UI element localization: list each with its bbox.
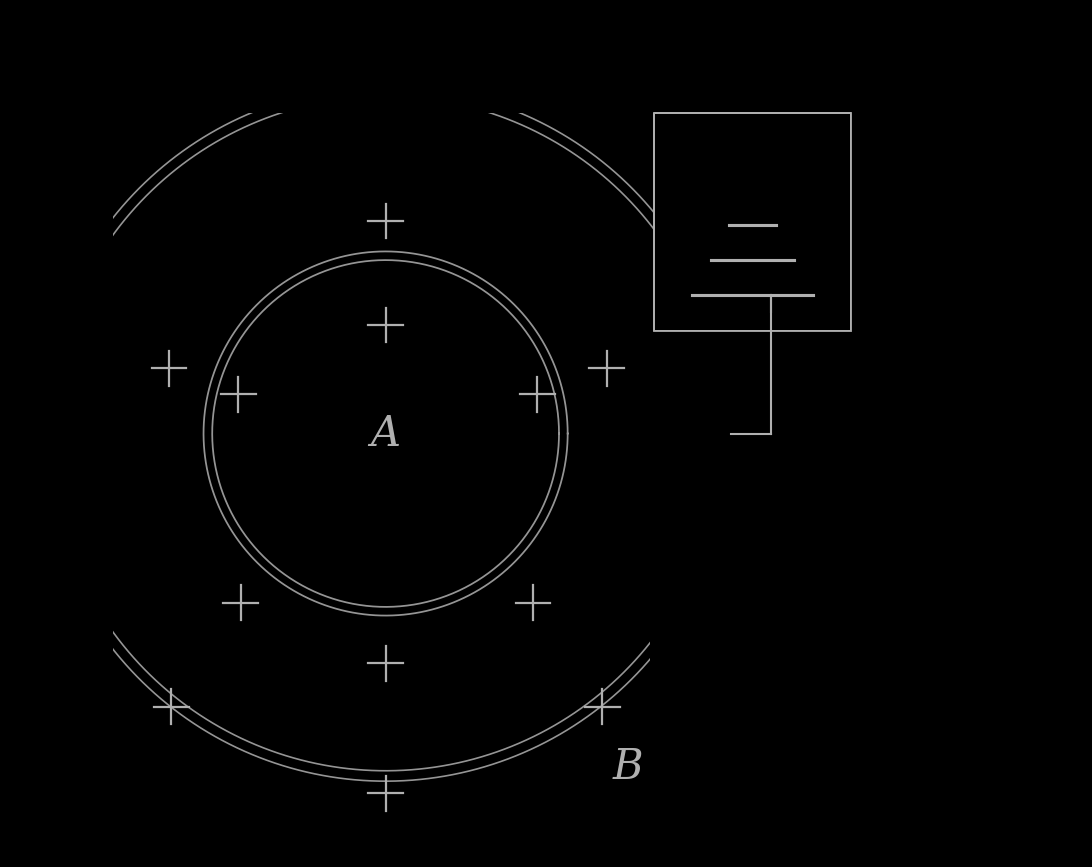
Bar bbox=[851, 0, 980, 331]
Text: A: A bbox=[370, 413, 401, 454]
Bar bbox=[650, 442, 980, 854]
Bar bbox=[112, 0, 654, 113]
Bar bbox=[654, 113, 851, 331]
Bar bbox=[654, 113, 851, 331]
Bar bbox=[650, 331, 980, 442]
Text: B: B bbox=[613, 746, 643, 788]
